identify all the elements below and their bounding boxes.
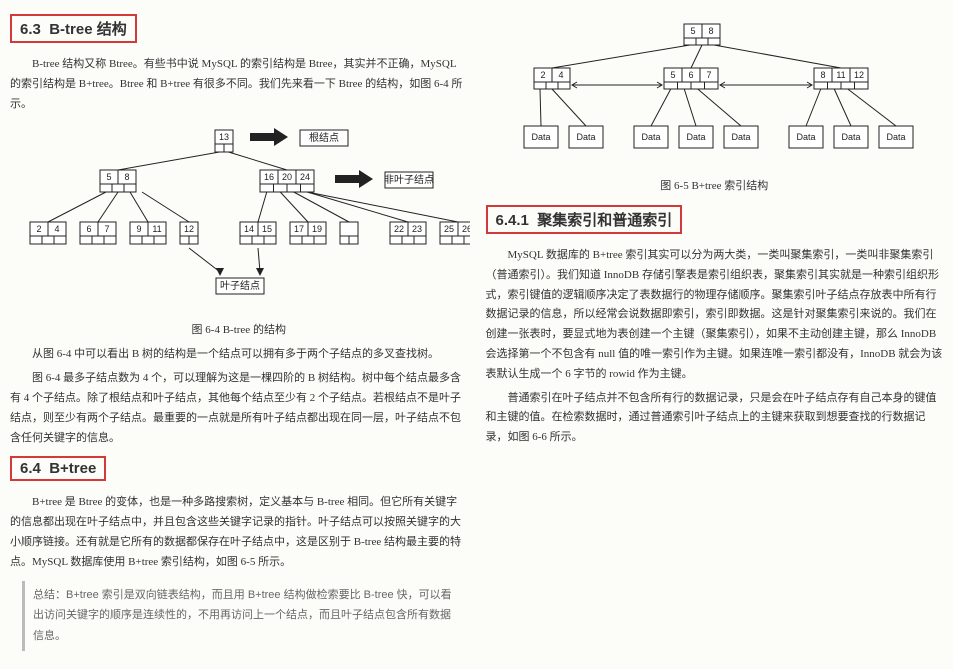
svg-text:16: 16 — [264, 172, 274, 182]
svg-text:5: 5 — [106, 172, 111, 182]
heading-num: 6.3 — [20, 21, 41, 38]
svg-text:19: 19 — [312, 224, 322, 234]
svg-text:8: 8 — [709, 26, 714, 36]
svg-text:4: 4 — [559, 70, 564, 80]
para-641-2: 普通索引在叶子结点并不包含所有行的数据记录，只是会在叶子结点存有自己本身的键值和… — [486, 389, 944, 448]
heading-title: 聚集索引和普通索引 — [537, 212, 672, 229]
svg-text:8: 8 — [124, 172, 129, 182]
heading-6-3: 6.3 B-tree 结构 — [10, 14, 137, 43]
svg-text:根结点: 根结点 — [309, 131, 339, 144]
heading-num: 6.4 — [20, 460, 41, 477]
svg-text:Data: Data — [842, 132, 861, 142]
svg-text:11: 11 — [837, 70, 846, 80]
svg-text:5: 5 — [691, 26, 696, 36]
heading-6-4: 6.4 B+tree — [10, 456, 106, 481]
svg-text:13: 13 — [219, 132, 229, 142]
svg-text:5: 5 — [671, 70, 676, 80]
btree-diagram: 13根结点58162024非叶子结点2467911121415171922232… — [10, 122, 470, 312]
bptree-diagram: 5 8 2 4 5 6 7 8 11 12 Data Data Data Data Data Data Data… — [494, 18, 934, 168]
para-64-1: B+tree 是 Btree 的变体，也是一种多路搜索树，定义基本与 B-tre… — [10, 493, 468, 572]
svg-text:Data: Data — [687, 132, 706, 142]
svg-text:Data: Data — [732, 132, 751, 142]
svg-text:叶子结点: 叶子结点 — [220, 279, 260, 292]
summary-quote: 总结：B+tree 索引是双向链表结构，而且用 B+tree 结构做检索要比 B… — [22, 581, 468, 652]
svg-text:9: 9 — [136, 224, 141, 234]
figure-6-4: 13根结点58162024非叶子结点2467911121415171922232… — [10, 122, 468, 337]
svg-text:Data: Data — [577, 132, 596, 142]
heading-6-4-1: 6.4.1 聚集索引和普通索引 — [486, 205, 683, 234]
svg-text:6: 6 — [86, 224, 91, 234]
svg-text:Data: Data — [642, 132, 661, 142]
heading-title: B+tree — [49, 460, 96, 477]
svg-text:15: 15 — [262, 224, 272, 234]
svg-text:8: 8 — [821, 70, 826, 80]
svg-text:6: 6 — [689, 70, 694, 80]
svg-text:11: 11 — [152, 224, 161, 234]
svg-text:20: 20 — [282, 172, 292, 182]
svg-text:25: 25 — [444, 224, 454, 234]
heading-title: B-tree 结构 — [49, 21, 127, 38]
svg-text:2: 2 — [541, 70, 546, 80]
svg-text:4: 4 — [54, 224, 59, 234]
heading-num: 6.4.1 — [496, 212, 529, 229]
svg-text:22: 22 — [394, 224, 404, 234]
svg-text:12: 12 — [854, 70, 864, 80]
svg-text:2: 2 — [36, 224, 41, 234]
para-641-1: MySQL 数据库的 B+tree 索引其实可以分为两大类，一类叫聚集索引，一类… — [486, 246, 944, 385]
svg-text:非叶子结点: 非叶子结点 — [384, 173, 434, 186]
svg-text:Data: Data — [797, 132, 816, 142]
svg-text:7: 7 — [707, 70, 712, 80]
svg-text:17: 17 — [294, 224, 304, 234]
figure-6-5: 5 8 2 4 5 6 7 8 11 12 Data Data Data Data Data Data Data… — [486, 18, 944, 193]
svg-text:26: 26 — [462, 224, 470, 234]
para-63-1: B-tree 结构又称 Btree。有些书中说 MySQL 的索引结构是 Btr… — [10, 55, 468, 114]
right-column: 5 8 2 4 5 6 7 8 11 12 Data Data Data Data Data Data Data… — [486, 10, 944, 659]
svg-text:24: 24 — [300, 172, 310, 182]
svg-text:Data: Data — [532, 132, 551, 142]
para-63-3: 图 6-4 最多子结点数为 4 个，可以理解为这是一棵四阶的 B 树结构。树中每… — [10, 369, 468, 448]
figure-6-4-caption: 图 6-4 B-tree 的结构 — [10, 321, 468, 337]
svg-text:14: 14 — [244, 224, 254, 234]
svg-text:7: 7 — [104, 224, 109, 234]
svg-text:23: 23 — [412, 224, 422, 234]
svg-text:Data: Data — [887, 132, 906, 142]
svg-text:12: 12 — [184, 224, 194, 234]
left-column: 6.3 B-tree 结构 B-tree 结构又称 Btree。有些书中说 My… — [10, 10, 468, 659]
figure-6-5-caption: 图 6-5 B+tree 索引结构 — [486, 177, 944, 193]
para-63-2: 从图 6-4 中可以看出 B 树的结构是一个结点可以拥有多于两个子结点的多叉查找… — [10, 345, 468, 365]
